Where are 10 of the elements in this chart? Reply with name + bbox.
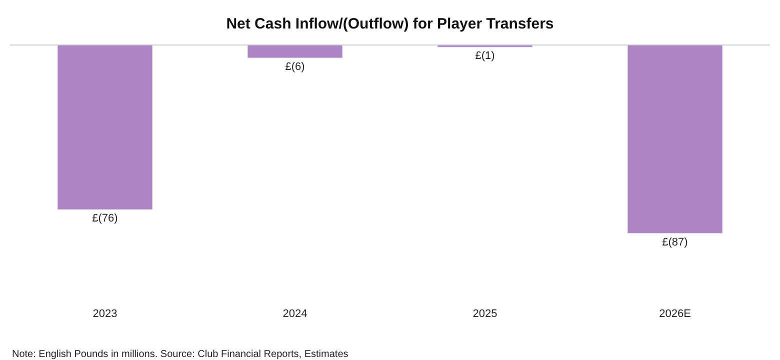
data-label: £(87) bbox=[662, 236, 688, 248]
text: Note: English Pounds in millions. Source: Club Financial Reports, Estimates bbox=[12, 349, 348, 360]
data-label: £(6) bbox=[285, 60, 305, 73]
chart-title: Net Cash Inflow/(Outflow) for Player Transfers bbox=[226, 16, 554, 32]
x-tick-label: 2024 bbox=[282, 308, 308, 320]
data-label: £(76) bbox=[92, 212, 118, 225]
x-tick-label: 2026E bbox=[659, 308, 691, 320]
x-tick-label: 2023 bbox=[92, 308, 118, 320]
x-tick-label: 2025 bbox=[472, 308, 498, 320]
data-label: £(1) bbox=[475, 50, 495, 62]
